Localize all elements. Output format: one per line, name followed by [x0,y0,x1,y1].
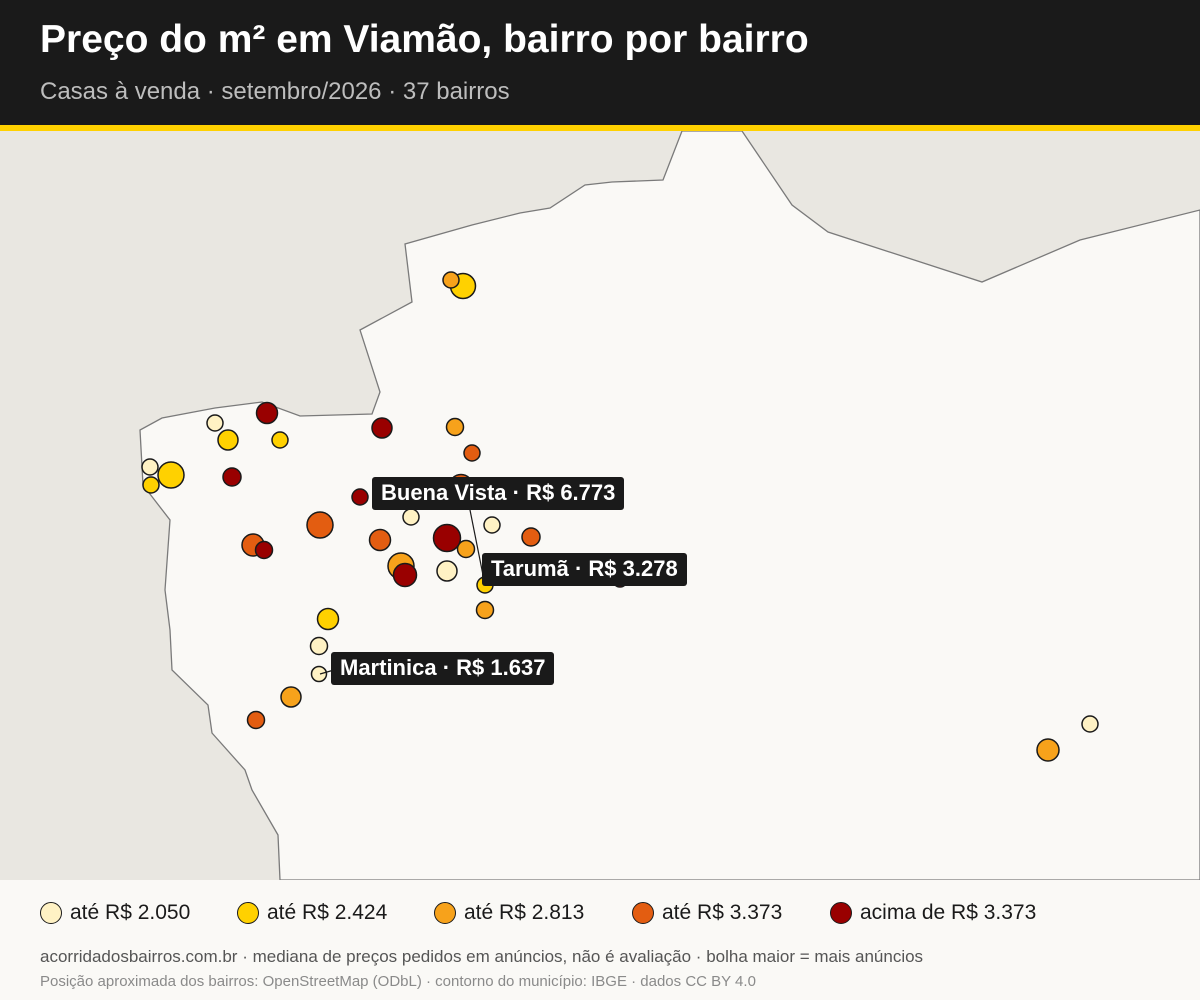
neighborhood-marker[interactable] [521,527,541,547]
legend-label: até R$ 2.050 [70,901,191,924]
callout-taruma: Tarumã · R$ 3.278 [482,553,687,586]
municipality-boundary [139,131,1200,880]
neighborhood-marker[interactable] [157,461,185,489]
legend-swatch-class-2 [237,902,259,924]
legend-label: até R$ 2.424 [267,901,388,924]
neighborhood-marker[interactable] [402,508,420,526]
neighborhood-marker-buena-vista[interactable] [432,523,462,553]
neighborhood-marker[interactable] [442,271,460,289]
neighborhood-marker[interactable] [142,476,160,494]
footer-attribution: Posição aproximada dos bairros: OpenStre… [40,973,756,990]
legend-item-class-3: até R$ 2.813 [434,897,584,929]
neighborhood-marker[interactable] [456,539,476,559]
legend: até R$ 2.050 até R$ 2.424 até R$ 2.813 a… [40,897,1180,929]
neighborhood-marker[interactable] [217,429,239,451]
callout-martinica: Martinica · R$ 1.637 [331,652,555,685]
neighborhood-marker[interactable] [309,636,329,656]
neighborhood-marker[interactable] [436,560,458,582]
neighborhood-marker[interactable] [368,528,392,552]
neighborhood-marker[interactable] [371,417,393,439]
legend-item-class-5: acima de R$ 3.373 [830,897,1036,929]
neighborhood-marker[interactable] [254,540,274,560]
legend-swatch-class-5 [830,902,852,924]
neighborhood-marker[interactable] [246,710,266,730]
legend-label: até R$ 3.373 [662,901,783,924]
neighborhood-marker[interactable] [463,444,481,462]
neighborhood-marker[interactable] [271,431,289,449]
neighborhood-marker[interactable] [392,562,418,588]
neighborhood-marker[interactable] [141,458,159,476]
neighborhood-marker[interactable] [1036,738,1060,762]
legend-item-class-4: até R$ 3.373 [632,897,782,929]
accent-bar [0,125,1200,131]
map-canvas[interactable]: Buena Vista · R$ 6.773 Tarumã · R$ 3.278… [0,131,1200,880]
callout-buena-vista: Buena Vista · R$ 6.773 [372,477,625,510]
neighborhood-marker-buena-vista-dot[interactable] [351,488,369,506]
legend-swatch-class-3 [434,902,456,924]
header: Preço do m² em Viamão, bairro por bairro… [0,0,1200,125]
map-subtitle: Casas à venda · setembro/2026 · 37 bairr… [40,78,510,105]
neighborhood-marker[interactable] [280,686,302,708]
map-svg [0,131,1200,880]
neighborhood-marker[interactable] [206,414,224,432]
neighborhood-marker[interactable] [475,600,495,620]
neighborhood-marker[interactable] [483,516,501,534]
neighborhood-marker[interactable] [445,417,465,437]
neighborhood-marker[interactable] [255,401,279,425]
legend-item-class-2: até R$ 2.424 [237,897,387,929]
footer-source-note: acorridadosbairros.com.br · mediana de p… [40,947,924,966]
legend-item-class-1: até R$ 2.050 [40,897,190,929]
legend-swatch-class-4 [632,902,654,924]
neighborhood-marker[interactable] [1081,715,1099,733]
neighborhood-marker-martinica[interactable] [310,665,328,683]
legend-swatch-class-1 [40,902,62,924]
map-title: Preço do m² em Viamão, bairro por bairro [40,18,809,61]
legend-label: até R$ 2.813 [464,901,585,924]
legend-label: acima de R$ 3.373 [860,901,1037,924]
neighborhood-marker[interactable] [306,511,334,539]
neighborhood-marker[interactable] [222,467,242,487]
neighborhood-marker[interactable] [316,607,340,631]
